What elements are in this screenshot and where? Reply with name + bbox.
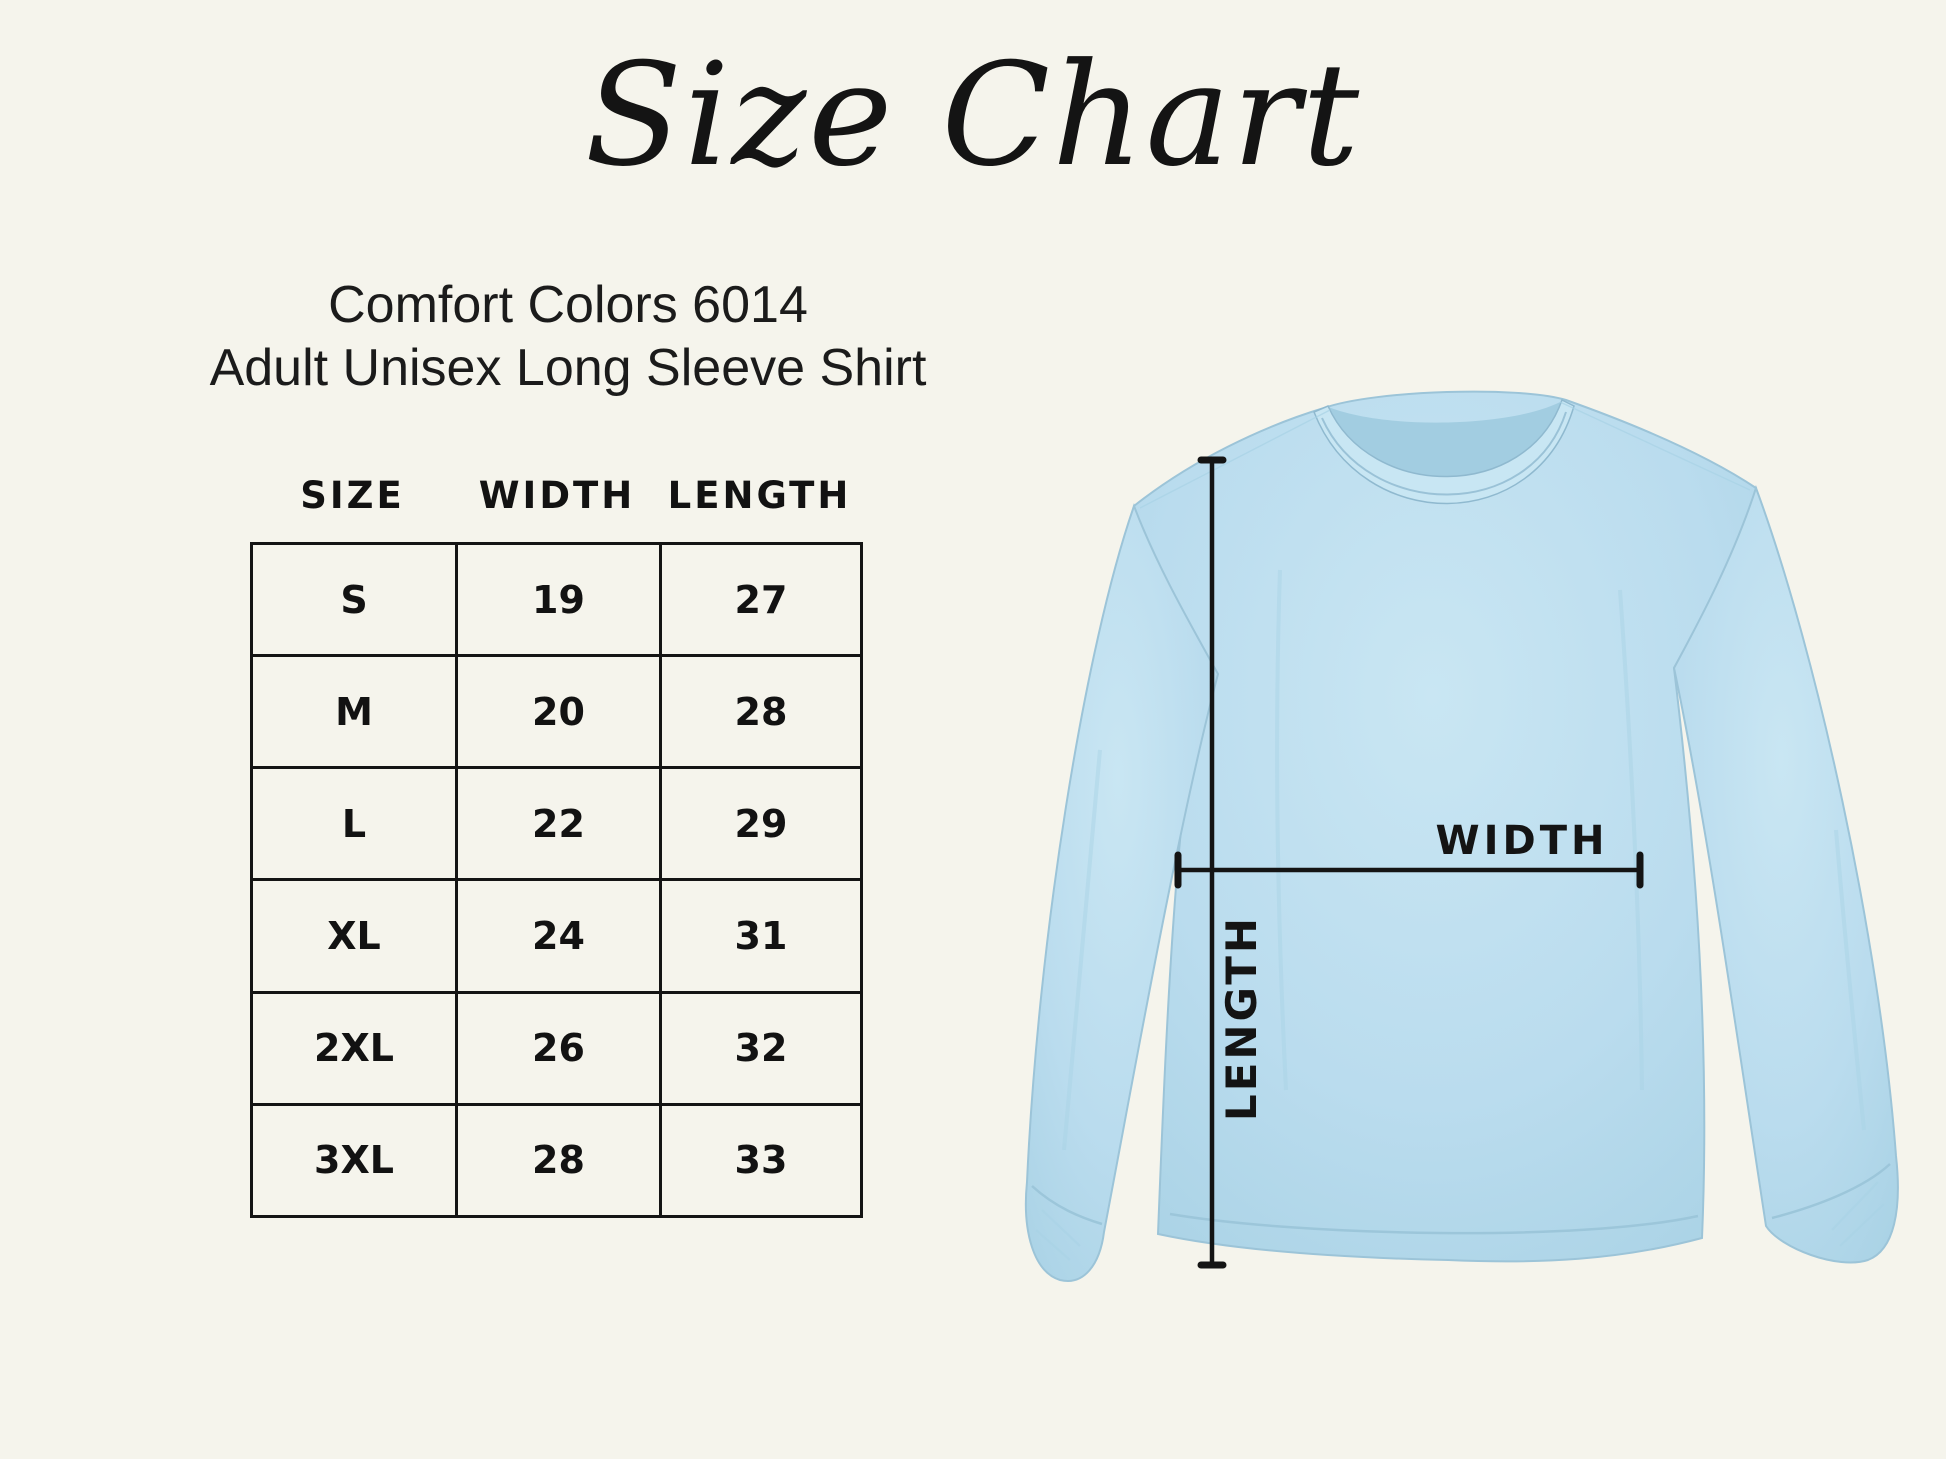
table-row-xl: XL 24 31 (250, 878, 863, 994)
width-label: WIDTH (1436, 818, 1609, 864)
length-column-header: LENGTH (667, 473, 852, 517)
size-cell: 2XL (250, 990, 458, 1106)
left-shoulder-seam (1139, 409, 1331, 509)
right-shoulder-seam (1559, 401, 1751, 491)
fabric-folds (1035, 569, 1885, 1261)
product-subtitle: Comfort Colors 6014 Adult Unisex Long Sl… (0, 274, 1136, 400)
size-cell: L (250, 766, 458, 882)
width-cell: 20 (455, 654, 662, 770)
size-table: S 19 27 M 20 28 L 22 29 XL 24 31 2XL 26 (250, 541, 863, 1219)
shirt-left-sleeve (1024, 503, 1220, 1282)
collar-stitch-line (1321, 411, 1567, 496)
width-cell: 22 (455, 766, 662, 882)
length-cell: 31 (659, 878, 863, 994)
size-cell: XL (250, 878, 458, 994)
measurement-lines (1174, 456, 1644, 1269)
table-row-2xl: 2XL 26 32 (250, 990, 863, 1106)
table-row-3xl: 3XL 28 33 (250, 1102, 863, 1219)
width-cell: 26 (455, 990, 662, 1106)
length-cell: 28 (659, 654, 863, 770)
length-cell: 32 (659, 990, 863, 1106)
table-row-m: M 20 28 (250, 654, 863, 770)
width-cell: 19 (455, 541, 662, 658)
table-row-s: S 19 27 (250, 541, 863, 658)
length-cell: 29 (659, 766, 863, 882)
size-cell: 3XL (250, 1102, 458, 1219)
right-cuff-seam (1771, 1163, 1891, 1220)
shirt-right-sleeve (1672, 484, 1899, 1264)
length-label: LENGTH (1217, 915, 1266, 1121)
shirt-illustration: WIDTH LENGTH (1024, 390, 1899, 1282)
size-cell: M (250, 654, 458, 770)
width-cell: 28 (455, 1102, 662, 1219)
subtitle-line-1: Comfort Colors 6014 (328, 276, 808, 334)
width-column-header: WIDTH (478, 473, 636, 517)
table-row-l: L 22 29 (250, 766, 863, 882)
size-column-header: SIZE (300, 473, 405, 517)
left-cuff-seam (1031, 1185, 1103, 1226)
size-table-header-row: SIZE WIDTH LENGTH (250, 470, 860, 520)
width-cell: 24 (455, 878, 662, 994)
length-cell: 33 (659, 1102, 863, 1219)
page-title: Size Chart (584, 33, 1362, 198)
length-cell: 27 (659, 541, 863, 658)
size-cell: S (250, 541, 458, 658)
subtitle-line-2: Adult Unisex Long Sleeve Shirt (209, 339, 927, 397)
hem-stitch-line (1169, 1212, 1699, 1235)
